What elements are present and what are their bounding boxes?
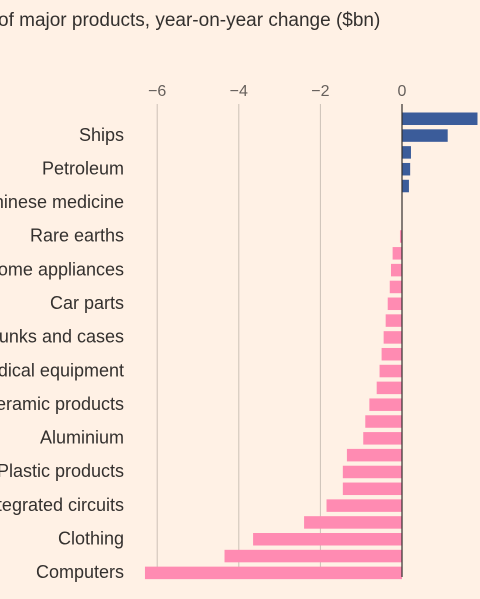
bar: [402, 179, 409, 193]
category-label: Petroleum: [42, 158, 124, 178]
bar: [376, 381, 402, 395]
bar: [342, 482, 402, 496]
category-label: Plastic products: [0, 461, 124, 481]
category-label: Ships: [79, 125, 124, 145]
x-tick-label: −2: [311, 83, 329, 100]
category-label: Medical equipment: [0, 360, 124, 380]
x-axis-ticks: −6 −4 −2 0: [148, 83, 406, 100]
category-label: Chinese medicine: [0, 192, 124, 212]
bar: [346, 448, 402, 462]
x-tick-label: −4: [230, 83, 248, 100]
bar: [387, 297, 402, 311]
category-label: Clothing: [58, 529, 124, 549]
bar: [381, 347, 402, 361]
category-label: Home appliances: [0, 259, 124, 279]
bar: [402, 162, 411, 176]
x-tick-label: 0: [398, 83, 407, 100]
bar: [402, 146, 411, 159]
category-label: Integrated circuits: [0, 495, 124, 515]
bar: [383, 331, 402, 344]
bar: [253, 533, 402, 546]
bars: [144, 112, 478, 580]
bar: [402, 129, 448, 142]
category-label: Ceramic products: [0, 394, 124, 414]
grid-lines: [156, 104, 321, 577]
category-labels: Ships Petroleum Chinese medicine Rare earth…: [0, 125, 124, 582]
bar: [402, 112, 478, 125]
bar: [369, 398, 402, 411]
category-label: Aluminium: [40, 428, 124, 448]
bar: [326, 499, 402, 512]
bar: [385, 314, 402, 327]
bar: [363, 432, 402, 445]
bar: [144, 566, 402, 580]
bar: [390, 263, 402, 277]
category-label: Trunks and cases: [0, 327, 124, 347]
category-label: Rare earths: [30, 226, 124, 246]
bar: [392, 247, 402, 260]
bar: [399, 230, 402, 243]
bar: [365, 415, 402, 428]
bar: [389, 280, 402, 294]
bar: [379, 364, 402, 378]
bar: [224, 549, 402, 563]
category-label: Car parts: [50, 293, 124, 313]
bar: [342, 465, 402, 479]
x-tick-label: −6: [148, 83, 166, 100]
bar: [304, 516, 402, 529]
category-label: Computers: [36, 562, 124, 582]
chart-title: of major products, year-on-year change (…: [0, 10, 380, 31]
